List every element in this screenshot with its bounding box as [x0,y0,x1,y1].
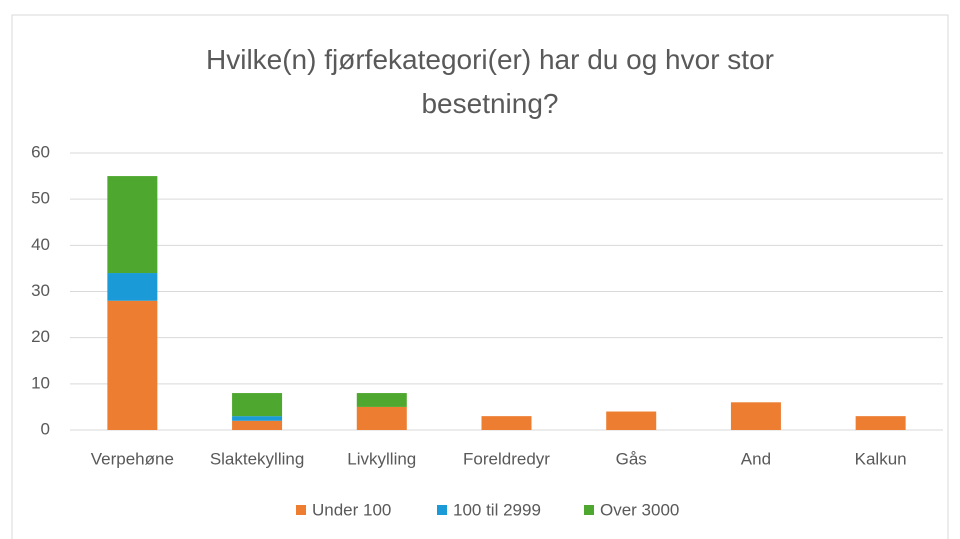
chart-title: Hvilke(n) fjørfekategori(er) har du og h… [206,44,774,119]
bar-segment [232,393,283,417]
legend-label: Under 100 [312,500,391,519]
y-tick-label: 30 [31,281,50,300]
x-tick-label: And [741,449,771,468]
x-tick-label: Gås [616,449,647,468]
bar-segment [855,416,906,430]
chart-border [11,14,949,539]
y-tick-label: 40 [31,235,50,254]
y-tick-label: 0 [41,419,50,438]
x-tick-label: Livkylling [347,449,416,468]
bar-segment [232,420,283,430]
y-tick-label: 20 [31,327,50,346]
x-tick-label: Kalkun [855,449,907,468]
bar-segment [481,416,532,430]
y-tick-label: 10 [31,373,50,392]
legend-swatch [584,505,594,515]
bar-segment [606,411,657,430]
x-tick-label: Slaktekylling [210,449,305,468]
y-tick-label: 50 [31,189,50,208]
bar-segment [356,393,407,407]
bar-segment [232,416,283,421]
y-tick-label: 60 [31,142,50,161]
x-tick-label: Foreldredyr [463,449,550,468]
legend-swatch [437,505,447,515]
x-tick-label: Verpehøne [91,449,174,468]
legend-swatch [296,505,306,515]
bar-segment [730,402,781,430]
bar-segment [107,273,158,301]
bar-segment [356,406,407,430]
legend-label: Over 3000 [600,500,679,519]
legend-label: 100 til 2999 [453,500,541,519]
bar-segment [107,176,158,274]
bar-segment [107,300,158,430]
